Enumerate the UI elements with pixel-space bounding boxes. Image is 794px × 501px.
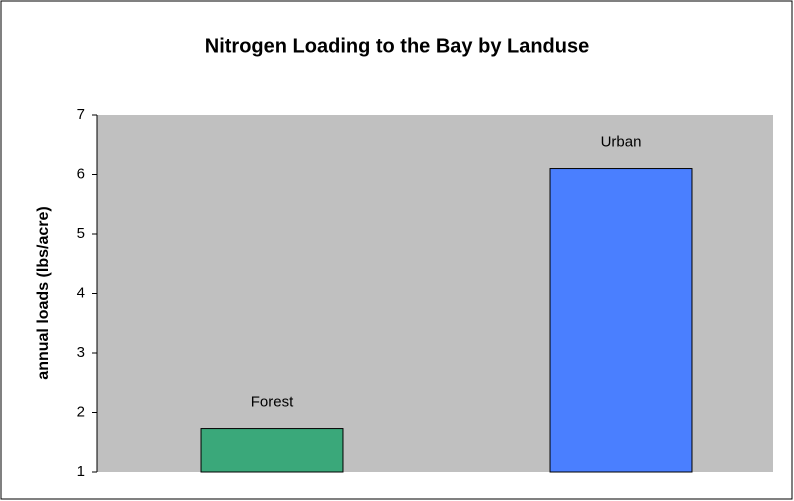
chart-title: Nitrogen Loading to the Bay by Landuse — [205, 35, 589, 57]
y-tick-label: 7 — [77, 106, 85, 123]
y-tick-label: 1 — [77, 463, 85, 480]
bar-label: Urban — [601, 134, 642, 151]
bar-label: Forest — [251, 394, 294, 411]
y-tick-label: 6 — [77, 165, 85, 182]
y-tick-label: 5 — [77, 225, 85, 242]
y-tick-label: 3 — [77, 344, 85, 361]
bar — [200, 428, 344, 473]
bar — [549, 168, 693, 473]
y-tick-label: 4 — [77, 284, 85, 301]
y-tick-label: 2 — [77, 403, 85, 420]
y-axis-label: annual loads (lbs/acre) — [35, 206, 52, 379]
